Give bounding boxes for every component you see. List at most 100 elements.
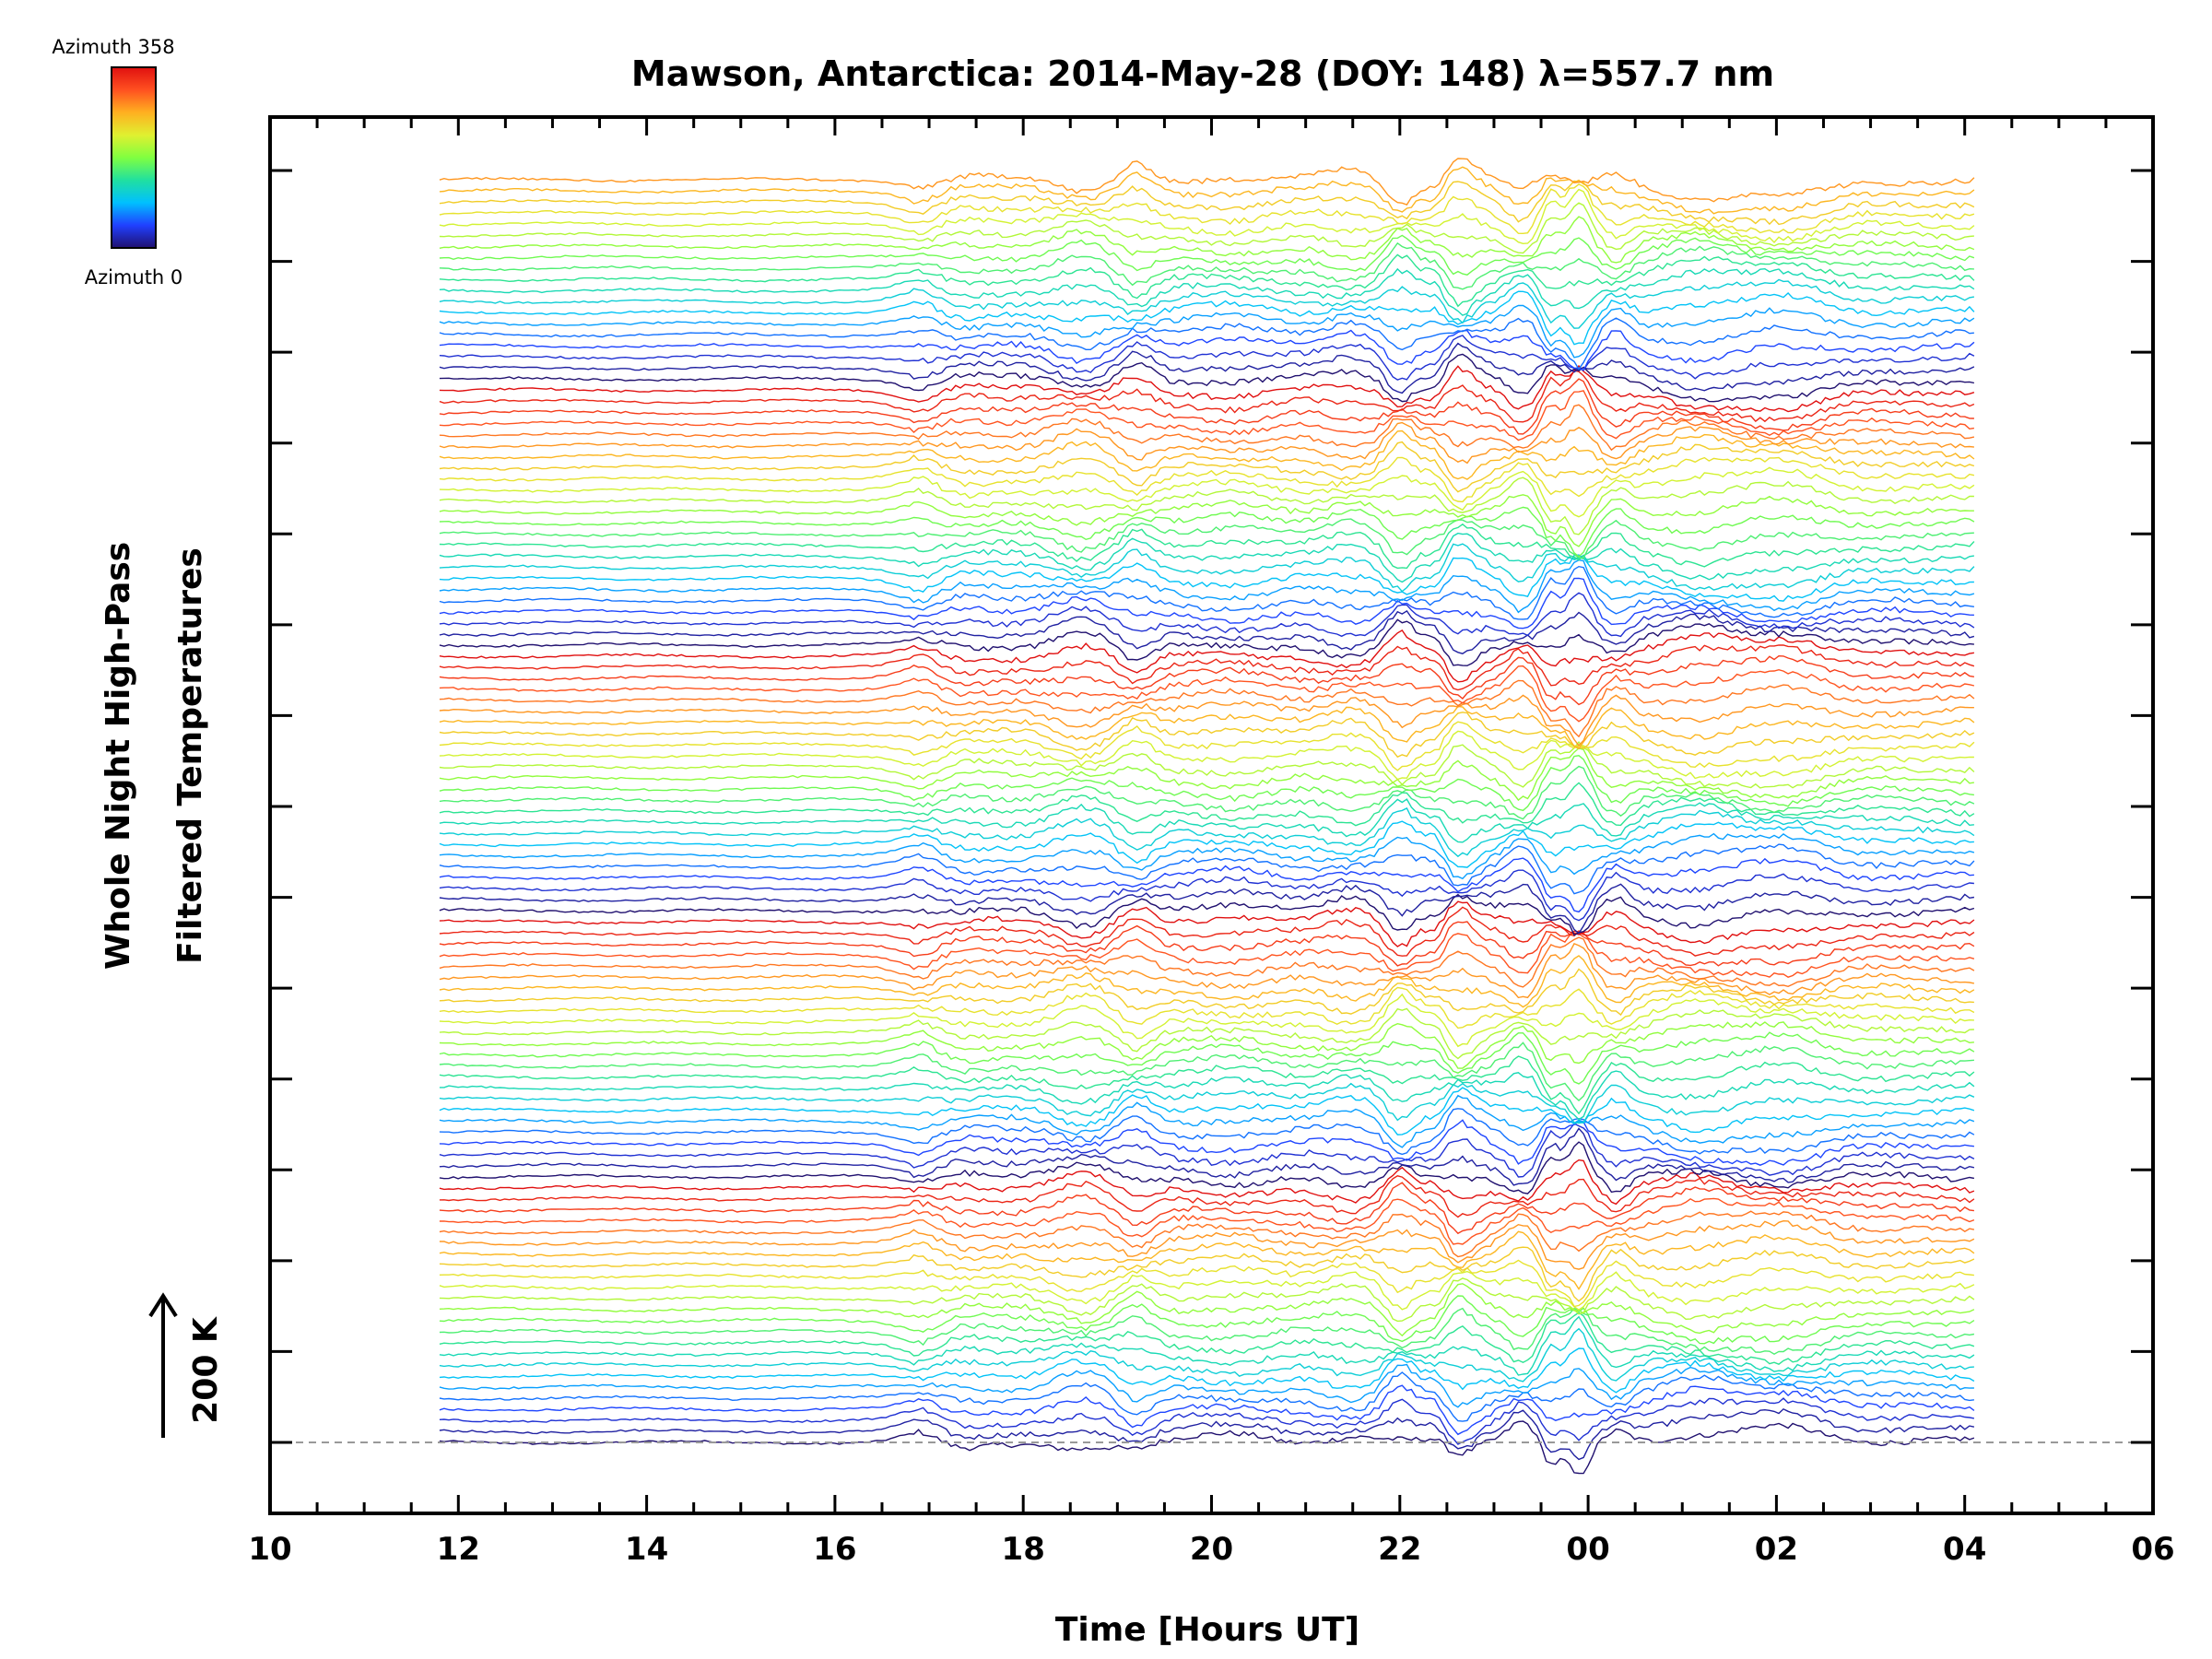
series-line bbox=[439, 806, 1975, 858]
series-line bbox=[439, 1127, 1975, 1186]
x-tick-label: 02 bbox=[1755, 1531, 1798, 1568]
scale-arrow bbox=[148, 1292, 178, 1438]
series-line bbox=[439, 1270, 1975, 1311]
series-line bbox=[439, 1031, 1975, 1085]
series-line bbox=[439, 1312, 1975, 1365]
series-line bbox=[439, 609, 1975, 654]
series-line bbox=[439, 494, 1974, 547]
series-line bbox=[439, 1315, 1975, 1376]
series-line bbox=[439, 421, 1974, 465]
series-line bbox=[439, 1259, 1974, 1308]
series-line bbox=[439, 618, 1974, 666]
series-line bbox=[439, 304, 1975, 359]
series-line bbox=[439, 1197, 1975, 1245]
series-line bbox=[439, 253, 1975, 308]
series-line bbox=[439, 712, 1975, 759]
series-line bbox=[439, 317, 1974, 371]
series-line bbox=[439, 241, 1974, 290]
series-line bbox=[439, 883, 1975, 935]
series-line bbox=[439, 1295, 1975, 1345]
series-line bbox=[439, 429, 1975, 480]
series-line bbox=[439, 364, 1975, 413]
series-line bbox=[439, 900, 1975, 947]
series-line bbox=[439, 857, 1974, 913]
series-line bbox=[439, 820, 1974, 868]
series-line bbox=[439, 202, 1974, 254]
series-line bbox=[439, 180, 1975, 226]
x-tick-label: 06 bbox=[2131, 1531, 2174, 1568]
series-line bbox=[439, 441, 1975, 493]
series-line bbox=[439, 694, 1974, 747]
series-line bbox=[439, 1087, 1975, 1135]
series-line bbox=[439, 506, 1975, 558]
series-line bbox=[439, 943, 1975, 999]
x-axis-label: Time [Hours UT] bbox=[1055, 1611, 1359, 1649]
series-line bbox=[439, 477, 1974, 535]
series-line bbox=[439, 456, 1975, 503]
series-layer bbox=[439, 158, 1975, 1475]
scale-label: 200 K bbox=[187, 1316, 225, 1424]
series-line bbox=[439, 1219, 1975, 1270]
x-tick-label: 10 bbox=[248, 1531, 291, 1568]
series-line bbox=[439, 921, 1975, 967]
series-line bbox=[439, 370, 1975, 423]
series-line bbox=[439, 629, 1975, 683]
series-line bbox=[439, 543, 1975, 593]
series-line bbox=[439, 234, 1975, 276]
x-tick-label: 00 bbox=[1566, 1531, 1609, 1568]
series-line bbox=[439, 404, 1975, 452]
series-line bbox=[439, 1277, 1975, 1323]
series-line bbox=[439, 1119, 1974, 1166]
series-line bbox=[439, 932, 1975, 978]
series-line bbox=[439, 1070, 1975, 1121]
series-line bbox=[439, 747, 1974, 802]
series-line bbox=[439, 267, 1975, 316]
series-line bbox=[439, 1175, 1975, 1218]
colorbar-legend: Azimuth 358 Azimuth 0 bbox=[52, 36, 182, 288]
series-line bbox=[439, 654, 1975, 706]
x-tick-label: 12 bbox=[437, 1531, 480, 1568]
series-line bbox=[439, 1307, 1975, 1356]
series-line bbox=[439, 216, 1975, 264]
x-tick-label: 22 bbox=[1378, 1531, 1421, 1568]
series-line bbox=[439, 1246, 1975, 1302]
x-tick-label: 18 bbox=[1002, 1531, 1045, 1568]
series-line bbox=[439, 518, 1974, 559]
series-line bbox=[439, 782, 1975, 827]
series-line bbox=[439, 1141, 1975, 1194]
series-line bbox=[439, 968, 1974, 1017]
series-line bbox=[439, 730, 1974, 781]
series-line bbox=[439, 353, 1975, 403]
series-line bbox=[439, 1327, 1974, 1382]
series-line bbox=[439, 993, 1974, 1048]
series-line bbox=[439, 721, 1975, 771]
series-line bbox=[439, 1021, 1974, 1069]
series-line bbox=[439, 1384, 1975, 1436]
series-line bbox=[439, 869, 1974, 922]
series-line bbox=[439, 1007, 1974, 1060]
series-line bbox=[439, 843, 1975, 895]
series-line bbox=[439, 290, 1975, 346]
series-line bbox=[439, 832, 1975, 880]
series-line bbox=[439, 158, 1975, 206]
series-line bbox=[439, 1397, 1975, 1445]
series-line bbox=[439, 1159, 1975, 1206]
chart-title: Mawson, Antarctica: 2014-May-28 (DOY: 14… bbox=[631, 53, 1774, 94]
series-line bbox=[439, 1371, 1974, 1422]
series-line bbox=[439, 523, 1975, 570]
series-line bbox=[439, 740, 1975, 789]
colorbar-max-label: Azimuth 358 bbox=[52, 36, 174, 58]
series-line bbox=[439, 559, 1975, 614]
series-line bbox=[439, 798, 1974, 843]
series-line bbox=[439, 765, 1975, 820]
series-line bbox=[439, 936, 1975, 988]
series-line bbox=[439, 335, 1975, 381]
plot-frame bbox=[268, 115, 2155, 1515]
series-line bbox=[439, 986, 1975, 1030]
series-line bbox=[439, 1055, 1975, 1115]
series-line bbox=[439, 390, 1974, 441]
series-line bbox=[439, 1041, 1974, 1101]
series-line bbox=[439, 906, 1975, 957]
series-line bbox=[439, 1347, 1975, 1394]
